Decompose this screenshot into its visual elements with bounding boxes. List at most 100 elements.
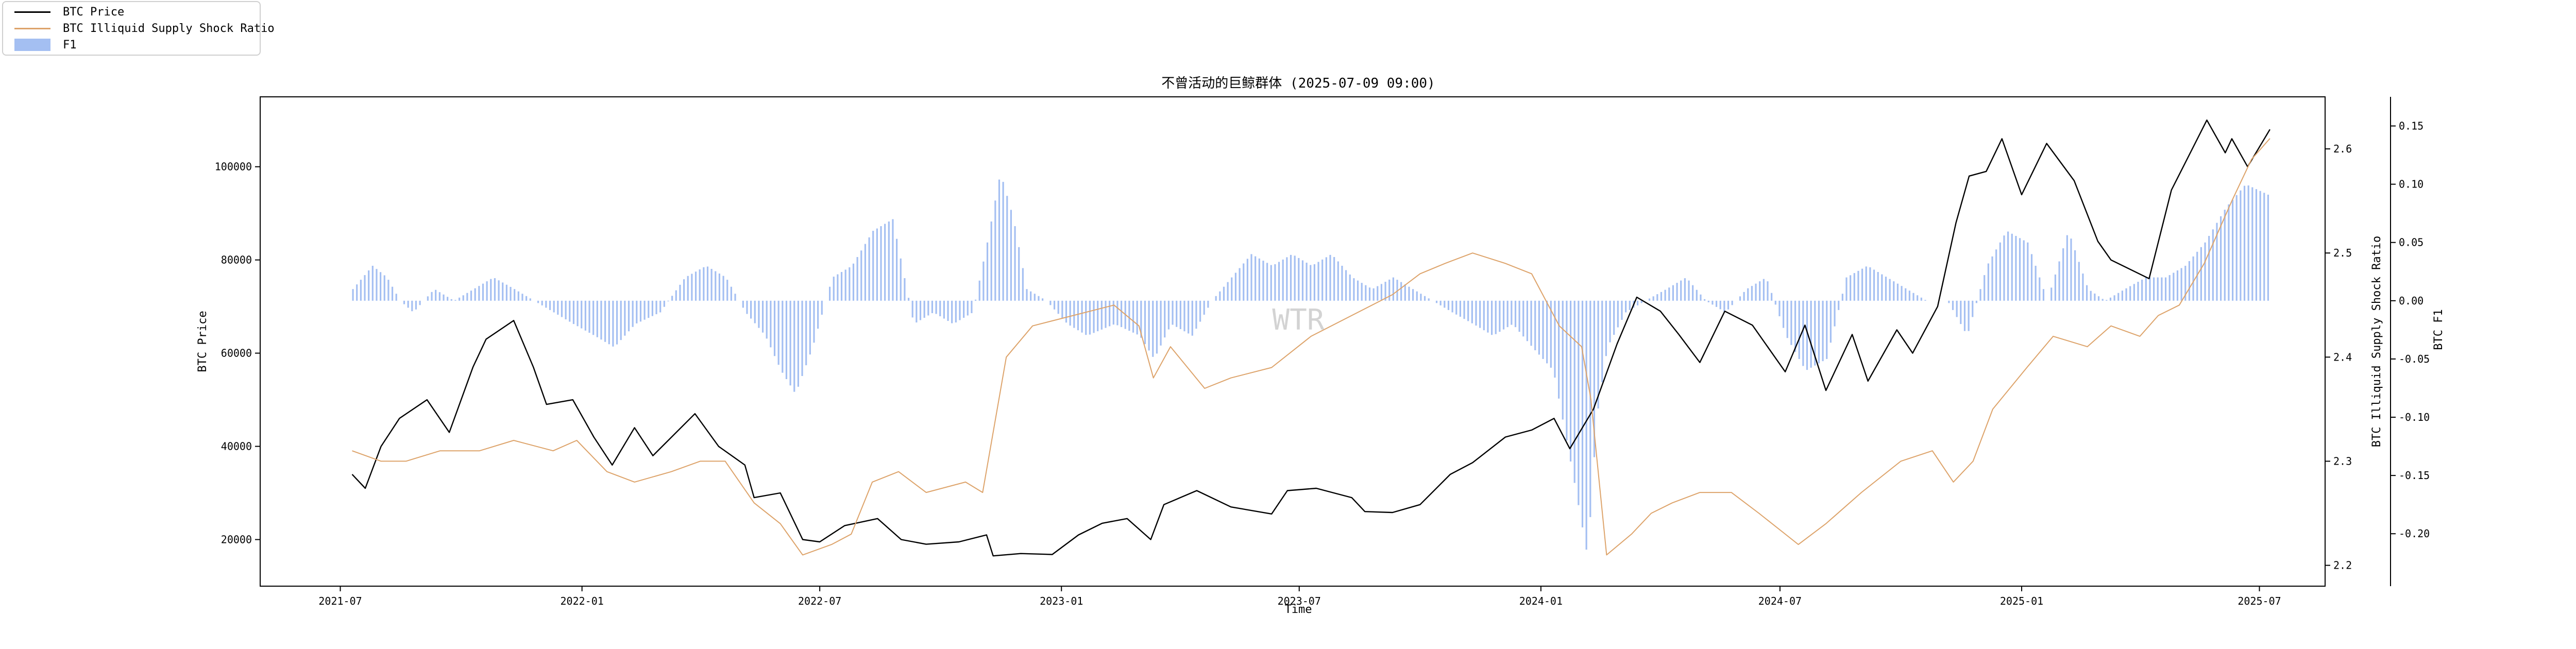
f1-bar: [1731, 300, 1733, 305]
f1-bar: [2097, 296, 2100, 301]
f1-bar: [833, 277, 835, 301]
f1-bar: [2176, 270, 2179, 301]
f1-bar: [2228, 204, 2230, 301]
f1-bar: [1116, 300, 1118, 326]
x-tick-label: 2024-07: [1758, 595, 1802, 607]
f1-bar: [715, 271, 717, 301]
f1-bar: [624, 300, 626, 336]
f1-bar: [648, 300, 650, 318]
legend-label: BTC Illiquid Supply Shock Ratio: [63, 22, 275, 35]
f1-bar: [1637, 300, 1639, 305]
f1-bar: [892, 219, 894, 301]
f1-bar: [2035, 265, 2037, 301]
f1-bar: [1006, 196, 1008, 301]
f1-bar: [411, 300, 413, 312]
f1-bar: [2003, 235, 2005, 301]
f1-bar: [1885, 277, 1887, 301]
f1-bar: [1778, 300, 1781, 316]
f1-bar: [1270, 265, 1272, 301]
f1-bar: [1881, 274, 1883, 301]
f1-bar: [1963, 300, 1966, 331]
f1-bar: [2039, 277, 2041, 301]
f1-bar: [1566, 300, 1568, 441]
f1-bar: [1511, 300, 1513, 325]
f1-bar: [1995, 249, 1997, 301]
f1-bar: [1451, 300, 1453, 313]
f1-bar: [1696, 289, 1698, 301]
f1-bar: [1920, 297, 1922, 301]
f1-bar: [1227, 282, 1229, 301]
f1-bar: [1700, 294, 1702, 301]
f1-bar: [1266, 263, 1268, 301]
f1-bar: [505, 284, 507, 301]
f1-bar: [1396, 280, 1398, 301]
f1-bar: [1105, 300, 1107, 328]
f1-bar: [1727, 300, 1730, 310]
f1-bar: [1223, 286, 1225, 301]
f1-bar: [1609, 300, 1611, 343]
f1-bar: [1578, 300, 1580, 505]
f1-bar: [435, 289, 437, 301]
f1-bar: [986, 242, 989, 301]
f1-bar: [1404, 284, 1406, 301]
f1-bar: [474, 288, 476, 301]
f1-bar: [368, 270, 370, 301]
f1-bar: [2235, 195, 2238, 301]
f1-bar: [860, 250, 862, 301]
f1-bar: [1711, 300, 1714, 305]
f1-bar: [478, 286, 480, 301]
f1-bar: [1053, 300, 1056, 310]
f1-bar: [1439, 300, 1442, 305]
f1-bar: [1794, 300, 1797, 352]
f1-bar: [1183, 300, 1185, 332]
f1-bar: [935, 300, 937, 314]
f1-bar: [419, 300, 421, 305]
f1-bar: [884, 224, 886, 301]
y-left-tick-label: 20000: [221, 534, 252, 546]
f1-bar: [742, 300, 744, 308]
f1-bar: [907, 298, 910, 301]
f1-bar: [2129, 286, 2131, 301]
f1-bar: [1542, 300, 1544, 359]
f1-bar: [1558, 300, 1560, 399]
f1-bar: [840, 272, 843, 301]
f1-bar: [2050, 287, 2053, 301]
f1-bar: [1085, 300, 1087, 335]
f1-bar: [1234, 272, 1237, 301]
f1-bar: [1239, 268, 1241, 301]
f1-bar: [1278, 262, 1280, 301]
x-tick-label: 2025-07: [2238, 595, 2281, 607]
f1-bar: [1065, 300, 1067, 323]
f1-bar: [2157, 277, 2159, 301]
f1-bar: [427, 296, 429, 301]
f1-bar: [1550, 300, 1552, 368]
f1-bar: [683, 279, 685, 301]
f1-bar: [498, 280, 500, 301]
f1-bar: [1640, 300, 1642, 303]
f1-bar: [415, 300, 417, 310]
f1-bar: [1786, 300, 1788, 338]
f1-bar: [1255, 256, 1257, 301]
f1-bar: [710, 269, 713, 301]
f1-bar: [746, 300, 748, 314]
f1-bar: [1601, 300, 1603, 383]
legend-item-supply-shock: BTC Illiquid Supply Shock Ratio: [14, 21, 275, 36]
f1-bar: [2015, 236, 2017, 301]
f1-bar: [450, 299, 452, 301]
f1-bar: [1861, 268, 1863, 301]
f1-bar: [1136, 300, 1138, 335]
f1-bar: [1767, 281, 1769, 301]
f1-bar: [1747, 288, 1749, 301]
y-right1-tick-label: 2.3: [2333, 455, 2352, 467]
f1-bar: [1282, 259, 1284, 301]
x-tick-label: 2025-01: [2000, 595, 2043, 607]
f1-bar: [1018, 247, 1020, 301]
f1-bar: [1684, 278, 1686, 301]
f1-bar: [2231, 199, 2234, 301]
f1-bar: [608, 300, 610, 345]
f1-bar: [963, 300, 965, 318]
f1-bar: [1172, 300, 1174, 325]
x-axis-label: Time: [1285, 603, 1312, 616]
f1-bar: [2125, 288, 2127, 301]
f1-bar: [2007, 231, 2009, 301]
